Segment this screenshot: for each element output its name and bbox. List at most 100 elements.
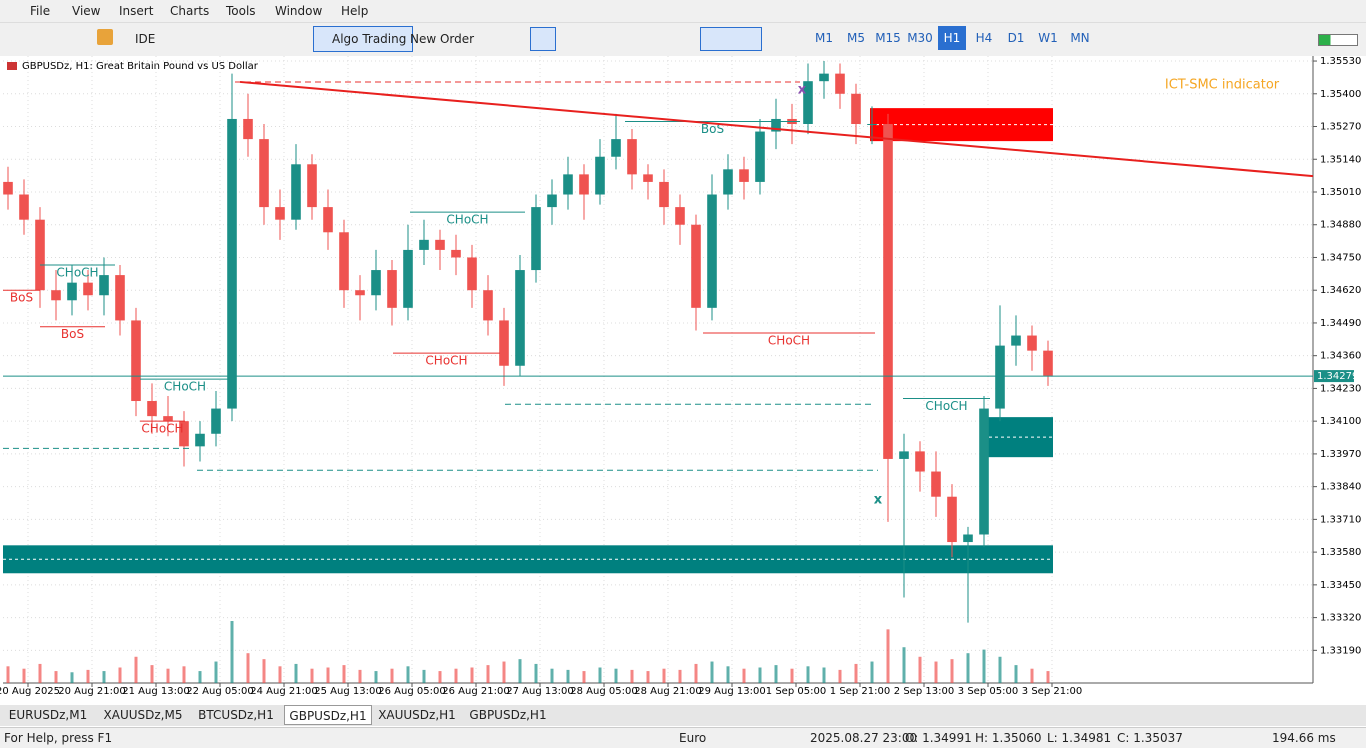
x-tick-label: 2 Sep 13:00 (894, 686, 954, 697)
x-tick-label: 29 Aug 13:00 (698, 686, 765, 697)
candle-body (3, 181, 13, 195)
volume-bar (6, 666, 10, 683)
volume-bar (310, 668, 314, 683)
volume-bar (966, 653, 970, 683)
timeframe-button[interactable]: M15 (875, 31, 901, 45)
candle-body (179, 421, 189, 447)
symbol-tab[interactable]: GBPUSDz,H1 (469, 708, 547, 722)
volume-bar (550, 668, 554, 683)
candle-body (163, 416, 173, 422)
candle-body (563, 174, 573, 195)
candle-body (595, 156, 605, 195)
x-tick-label: 21 Aug 13:00 (122, 686, 189, 697)
candle-body (1027, 335, 1037, 351)
timeframe-button[interactable]: M30 (907, 31, 933, 45)
symbol-tab[interactable]: EURUSDz,M1 (8, 708, 88, 722)
y-tick-label: 1.34750 (1320, 252, 1361, 263)
menu-item[interactable]: Charts (170, 4, 210, 18)
x-tick-label: 27 Aug 13:00 (506, 686, 573, 697)
y-tick-label: 1.34490 (1320, 318, 1361, 329)
symbol-tab[interactable]: BTCUSDz,H1 (198, 708, 274, 722)
y-tick-label: 1.35400 (1320, 89, 1361, 100)
timeframe-button[interactable]: W1 (1038, 31, 1058, 45)
y-tick-label: 1.33970 (1320, 449, 1361, 460)
volume-bar (198, 671, 202, 683)
symbol-tab[interactable]: XAUUSDz,H1 (378, 708, 456, 722)
y-tick-label: 1.35270 (1320, 122, 1361, 133)
candle-body (259, 139, 269, 208)
candle-body (1011, 335, 1021, 346)
candle-body (115, 275, 125, 321)
x-tick-label: 24 Aug 21:00 (250, 686, 317, 697)
toolbar-button[interactable]: New Order (410, 32, 475, 46)
icon[interactable] (530, 27, 556, 51)
icon[interactable] (700, 27, 762, 51)
volume-bar (678, 669, 682, 683)
timeframe-button[interactable]: M1 (815, 31, 833, 45)
candle-body (243, 118, 253, 140)
y-tick-label: 1.35140 (1320, 154, 1361, 165)
y-tick-label: 1.34230 (1320, 383, 1361, 394)
structure-label: BoS (10, 291, 33, 305)
candle-body (579, 174, 589, 195)
status-text: 194.66 ms (1272, 731, 1336, 745)
candle-body (483, 290, 493, 321)
volume-bar (742, 668, 746, 683)
symbol-tab[interactable]: XAUUSDz,M5 (103, 708, 183, 722)
candle-body (227, 118, 237, 409)
volume-bar (246, 653, 250, 683)
volume-bar (438, 671, 442, 683)
volume-bar (918, 656, 922, 683)
menu-item[interactable]: Help (341, 4, 369, 18)
menu-item[interactable]: File (30, 4, 51, 18)
volume-bar (486, 665, 490, 683)
candle-body (627, 139, 637, 175)
menu-item[interactable]: Window (275, 4, 323, 18)
menu-item[interactable]: View (72, 4, 101, 18)
volume-bar (1014, 665, 1018, 683)
timeframe-button[interactable]: H1 (938, 26, 966, 50)
candle-body (99, 275, 109, 296)
status-text: 2025.08.27 23:00 (810, 731, 918, 745)
menu-item[interactable]: Tools (226, 4, 256, 18)
marker: x (798, 82, 807, 97)
candle-body (323, 207, 333, 233)
icon[interactable] (97, 29, 113, 45)
structure-label: CHoCH (925, 399, 967, 413)
timeframe-button[interactable]: D1 (1007, 31, 1025, 45)
candle-body (531, 207, 541, 271)
volume-bar (710, 661, 714, 683)
timeframe-button[interactable]: MN (1070, 31, 1090, 45)
menu-item[interactable]: Insert (119, 4, 154, 18)
volume-bar (150, 665, 154, 683)
structure-label: BoS (61, 327, 84, 341)
toolbar-button[interactable]: IDE (135, 32, 156, 46)
candle-body (803, 81, 813, 124)
candle-body (947, 496, 957, 543)
volume-bar (646, 671, 650, 683)
volume-bar (758, 667, 762, 683)
symbol-tab[interactable]: GBPUSDz,H1 (284, 705, 372, 725)
candle-body (307, 164, 317, 208)
timeframe-button[interactable]: M5 (847, 31, 865, 45)
y-tick-label: 1.33840 (1320, 482, 1361, 493)
x-tick-label: 22 Aug 05:00 (186, 686, 253, 697)
volume-bar (502, 661, 506, 683)
volume-bar (566, 669, 570, 683)
volume-bar (934, 661, 938, 683)
candle-body (19, 194, 29, 220)
volume-bar (86, 669, 90, 683)
volume-bar (870, 661, 874, 683)
volume-bar (134, 656, 138, 683)
candle-body (435, 239, 445, 250)
y-tick-label: 1.33710 (1320, 514, 1361, 525)
toolbar-button[interactable]: Algo Trading (313, 26, 414, 52)
x-tick-label: 28 Aug 05:00 (570, 686, 637, 697)
candle-body (547, 194, 557, 208)
structure-label: BoS (701, 122, 724, 136)
x-tick-label: 25 Aug 13:00 (314, 686, 381, 697)
volume-bar (950, 659, 954, 683)
status-bar: For Help, press F1 Euro 2025.08.27 23:00… (0, 727, 1366, 748)
timeframe-button[interactable]: H4 (975, 31, 993, 45)
